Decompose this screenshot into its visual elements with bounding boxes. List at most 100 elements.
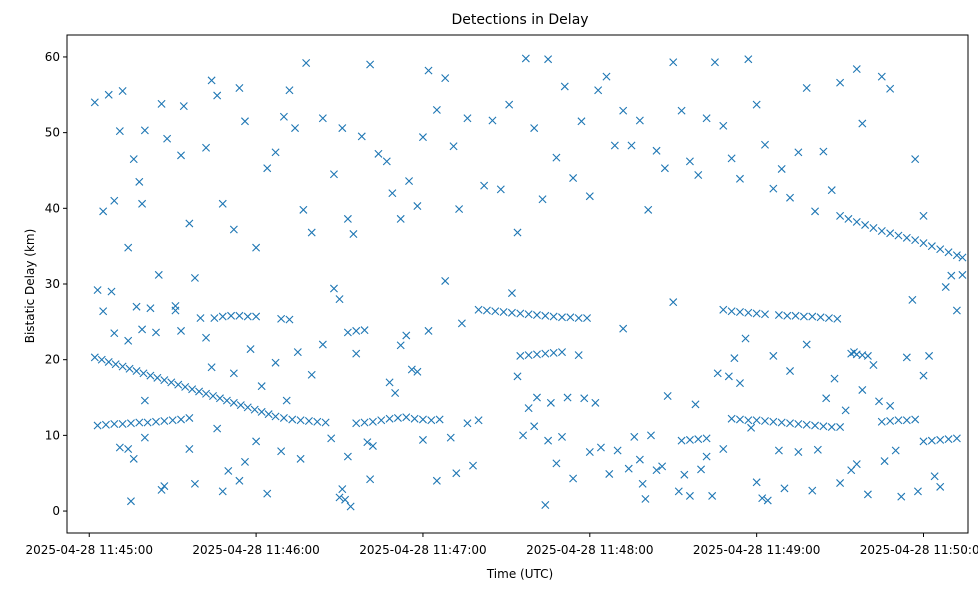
scatter-point bbox=[318, 114, 327, 123]
scatter-point bbox=[229, 369, 238, 378]
scatter-point bbox=[811, 421, 820, 430]
scatter-point bbox=[516, 351, 525, 360]
scatter-point bbox=[135, 418, 144, 427]
plot-area: 0 10 20 30 40 50 60 2025-04-28 11:45:00 2025-04-… bbox=[26, 34, 978, 557]
scatter-point bbox=[836, 479, 845, 488]
scatter-point bbox=[558, 348, 566, 357]
scatter-point bbox=[418, 133, 427, 142]
scatter-point bbox=[919, 239, 928, 248]
scatter-point bbox=[213, 424, 222, 433]
scatter-point bbox=[279, 112, 288, 121]
scatter-point bbox=[958, 253, 967, 262]
scatter-point bbox=[674, 487, 683, 496]
y-tick-label: 40 bbox=[45, 201, 60, 215]
scatter-point bbox=[291, 124, 300, 133]
scatter-point bbox=[168, 416, 177, 425]
scatter-point bbox=[296, 416, 305, 425]
scatter-point bbox=[115, 443, 124, 452]
scatter-point bbox=[296, 454, 305, 463]
scatter-point bbox=[118, 420, 127, 429]
scatter-point bbox=[277, 314, 286, 323]
scatter-point bbox=[727, 154, 736, 163]
scatter-point bbox=[335, 295, 344, 304]
scatter-point bbox=[107, 287, 116, 296]
scatter-point bbox=[452, 469, 461, 478]
scatter-point bbox=[338, 485, 347, 494]
scatter-point bbox=[407, 365, 416, 374]
scatter-point bbox=[335, 493, 344, 502]
scatter-point bbox=[596, 443, 605, 452]
scatter-point bbox=[652, 466, 661, 475]
scatter-point bbox=[702, 452, 711, 461]
scatter-point bbox=[246, 345, 255, 354]
scatter-point bbox=[101, 420, 110, 429]
scatter-point bbox=[919, 437, 928, 446]
scatter-point bbox=[702, 114, 711, 123]
scatter-point bbox=[925, 351, 934, 360]
scatter-point bbox=[224, 466, 233, 475]
scatter-point bbox=[519, 431, 528, 440]
scatter-point bbox=[435, 415, 444, 424]
scatter-point bbox=[449, 142, 458, 151]
scatter-point bbox=[902, 416, 911, 425]
scatter-point bbox=[90, 353, 99, 362]
x-tick-label: 2025-04-28 11:49:00 bbox=[693, 543, 820, 557]
scatter-point bbox=[360, 326, 369, 335]
scatter-point bbox=[160, 482, 169, 491]
scatter-point bbox=[902, 353, 911, 362]
scatter-point bbox=[97, 355, 106, 364]
scatter-point bbox=[341, 495, 350, 504]
scatter-point bbox=[190, 479, 199, 488]
scatter-point bbox=[877, 227, 886, 236]
scatter-point bbox=[541, 349, 550, 358]
scatter-point bbox=[257, 382, 266, 391]
scatter-point bbox=[174, 380, 183, 389]
scatter-point bbox=[455, 205, 464, 214]
scatter-point bbox=[424, 326, 433, 335]
scatter-point bbox=[352, 349, 361, 358]
scatter-point bbox=[360, 418, 369, 427]
scatter-point bbox=[952, 251, 961, 260]
scatter-point bbox=[877, 417, 886, 426]
scatter-point bbox=[243, 403, 252, 412]
scatter-point bbox=[819, 147, 828, 156]
scatter-point bbox=[794, 448, 803, 457]
x-axis-label: Time (UTC) bbox=[486, 567, 553, 581]
scatter-point bbox=[844, 214, 853, 223]
scatter-point bbox=[774, 446, 783, 455]
scatter-point bbox=[822, 394, 831, 403]
scatter-point bbox=[271, 412, 280, 421]
scatter-point bbox=[457, 319, 466, 328]
scatter-point bbox=[794, 420, 803, 429]
scatter-point bbox=[646, 431, 655, 440]
scatter-point bbox=[160, 376, 169, 385]
y-tick-label: 50 bbox=[45, 126, 60, 140]
scatter-point bbox=[591, 398, 600, 407]
scatter-point bbox=[110, 196, 119, 205]
scatter-point bbox=[288, 415, 297, 424]
scatter-point bbox=[132, 367, 141, 376]
scatter-point bbox=[302, 59, 311, 67]
scatter-point bbox=[463, 114, 472, 123]
scatter-point bbox=[524, 351, 533, 360]
scatter-point bbox=[644, 205, 653, 214]
scatter-point bbox=[427, 416, 436, 425]
scatter-point bbox=[569, 474, 578, 483]
scatter-point bbox=[558, 313, 566, 322]
scatter-point bbox=[146, 304, 155, 313]
scatter-point bbox=[744, 416, 753, 425]
scatter-point bbox=[694, 435, 703, 444]
scatter-point bbox=[852, 65, 861, 74]
scatter-point bbox=[774, 311, 783, 320]
scatter-point bbox=[897, 492, 906, 501]
scatter-point bbox=[126, 419, 135, 428]
scatter-point bbox=[185, 445, 194, 453]
scatter-point bbox=[338, 124, 347, 133]
scatter-point bbox=[652, 146, 661, 155]
scatter-point bbox=[366, 475, 375, 484]
scatter-point bbox=[177, 151, 186, 160]
scatter-point bbox=[474, 305, 483, 314]
y-tick-label: 30 bbox=[45, 277, 60, 291]
scatter-point bbox=[952, 306, 961, 315]
scatter-point bbox=[744, 55, 753, 64]
